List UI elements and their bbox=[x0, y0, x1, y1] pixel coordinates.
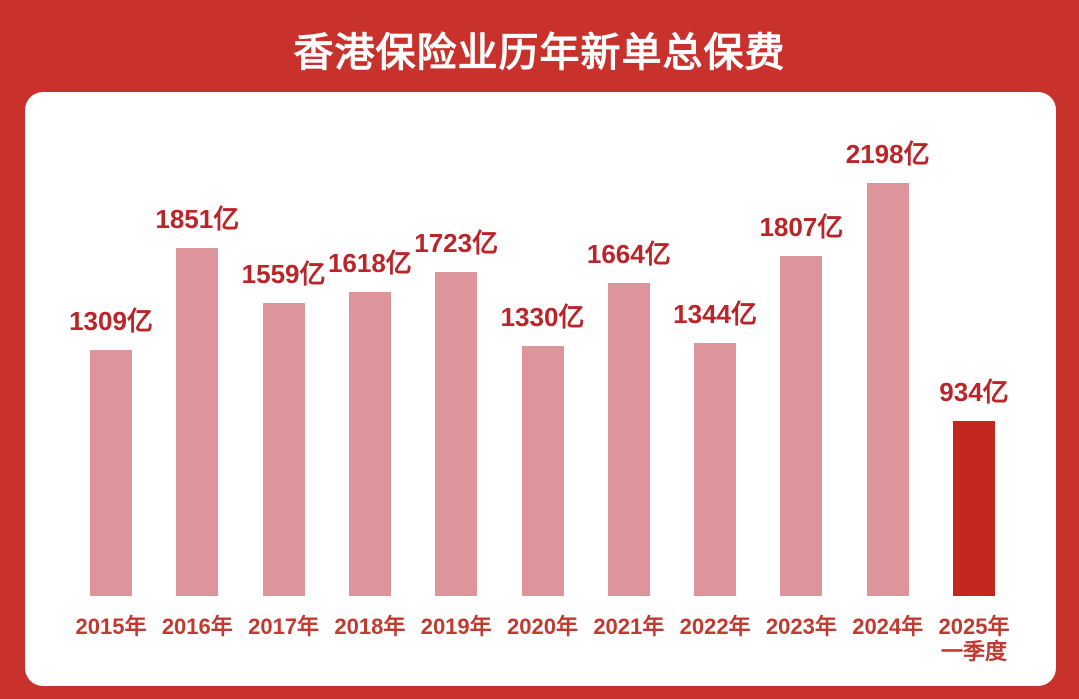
bar-value-label: 1344亿 bbox=[673, 299, 758, 329]
x-axis-label: 2022年 bbox=[679, 614, 751, 639]
x-axis-label: 2024年 bbox=[852, 614, 924, 639]
bar bbox=[90, 350, 132, 596]
x-axis-label: 2025年 一季度 bbox=[938, 614, 1010, 665]
bar bbox=[176, 248, 219, 596]
bar bbox=[780, 256, 823, 596]
bar bbox=[953, 421, 995, 596]
bar-value-label: 1723亿 bbox=[414, 228, 499, 258]
page-title: 香港保险业历年新单总保费 bbox=[293, 31, 786, 75]
bar-value-label: 2198亿 bbox=[845, 139, 930, 169]
bar-value-label: 1618亿 bbox=[327, 248, 412, 278]
x-axis-label: 2018年 bbox=[334, 614, 406, 639]
bar-value-label: 1807亿 bbox=[759, 212, 844, 242]
x-axis-label: 2015年 bbox=[75, 614, 147, 639]
bar bbox=[694, 343, 737, 596]
x-axis-label: 2021年 bbox=[593, 614, 665, 639]
x-axis-label: 2019年 bbox=[420, 614, 492, 639]
bar-chart: 1309亿 2015年 1851亿 2016年 1559亿 2017年 1618亿 2018年… bbox=[25, 92, 1056, 686]
bar bbox=[435, 272, 478, 596]
bar-value-label: 1664亿 bbox=[586, 239, 671, 269]
bar-value-label: 1851亿 bbox=[155, 204, 240, 234]
bar bbox=[866, 183, 909, 596]
bar-value-label: 1330亿 bbox=[500, 302, 585, 332]
bar-value-label: 1309亿 bbox=[69, 306, 153, 336]
x-axis-label: 2023年 bbox=[765, 614, 837, 639]
bar bbox=[348, 292, 391, 596]
bar bbox=[607, 283, 650, 596]
bar-value-label: 1559亿 bbox=[241, 259, 326, 289]
x-axis-label: 2020年 bbox=[507, 614, 578, 639]
x-axis-label: 2017年 bbox=[248, 614, 320, 639]
bar bbox=[521, 346, 564, 596]
chart-card: 1309亿 2015年 1851亿 2016年 1559亿 2017年 1618亿 2018年… bbox=[25, 92, 1056, 686]
x-axis-label: 2016年 bbox=[161, 614, 233, 639]
bar-value-label: 934亿 bbox=[939, 377, 1009, 407]
bar bbox=[262, 303, 305, 596]
